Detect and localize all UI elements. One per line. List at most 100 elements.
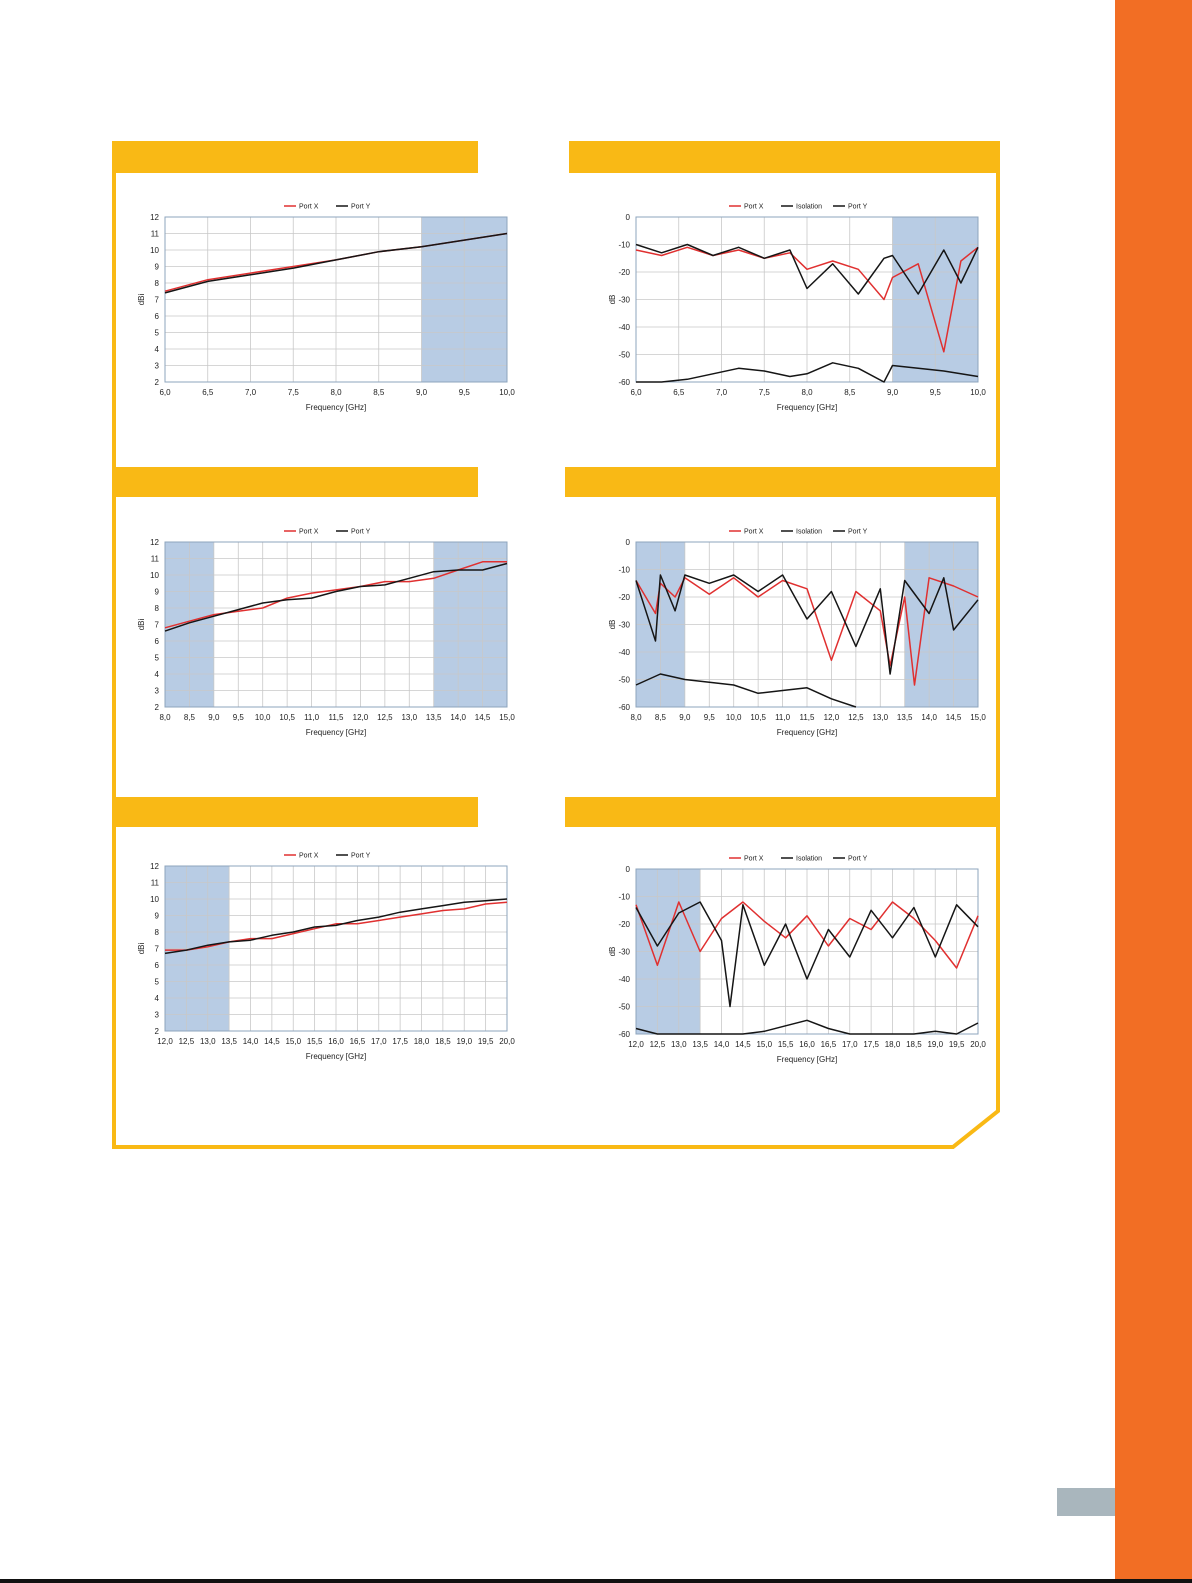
x-tick-label: 9,5 xyxy=(233,713,245,722)
x-tick-label: 14,0 xyxy=(921,713,937,722)
x-tick-label: 9,5 xyxy=(704,713,716,722)
x-tick-label: 11,0 xyxy=(775,713,791,722)
x-axis-label: Frequency [GHz] xyxy=(306,1052,366,1061)
legend-entry: Port X xyxy=(299,853,319,860)
x-tick-label: 12,5 xyxy=(179,1037,195,1046)
x-tick-label: 12,0 xyxy=(353,713,369,722)
x-tick-label: 7,5 xyxy=(759,388,771,397)
x-tick-label: 13,0 xyxy=(671,1040,687,1049)
x-tick-label: 9,0 xyxy=(887,388,899,397)
x-tick-label: 6,0 xyxy=(630,388,642,397)
series-line-port-y xyxy=(164,562,508,632)
y-tick-label: -20 xyxy=(618,920,630,929)
x-tick-label: 16,5 xyxy=(821,1040,837,1049)
x-tick-label: 13,0 xyxy=(872,713,888,722)
series-line-isolation xyxy=(635,1019,979,1035)
y-axis-label: dB xyxy=(608,620,617,630)
x-tick-label: 11,5 xyxy=(329,713,345,722)
plot-border xyxy=(164,541,508,708)
header-band-1 xyxy=(112,141,478,173)
x-tick-label: 10,0 xyxy=(970,388,986,397)
x-tick-label: 10,0 xyxy=(255,713,271,722)
y-tick-label: 0 xyxy=(626,538,631,547)
x-tick-label: 20,0 xyxy=(499,1037,515,1046)
x-tick-label: 16,5 xyxy=(350,1037,366,1046)
y-axis-label: dB xyxy=(608,295,617,305)
x-tick-label: 19,0 xyxy=(456,1037,472,1046)
x-tick-label: 19,5 xyxy=(949,1040,965,1049)
x-tick-label: 12,0 xyxy=(824,713,840,722)
y-tick-label: 3 xyxy=(155,1011,160,1020)
x-axis-label: Frequency [GHz] xyxy=(777,1055,837,1064)
y-tick-label: 4 xyxy=(155,670,160,679)
y-tick-label: 6 xyxy=(155,312,160,321)
y-tick-label: -50 xyxy=(618,1003,630,1012)
y-tick-label: 11 xyxy=(151,879,160,888)
y-tick-label: 8 xyxy=(155,604,160,613)
sidebar-accent-bar xyxy=(1115,0,1192,1583)
y-tick-label: 10 xyxy=(150,571,159,580)
x-tick-label: 18,0 xyxy=(885,1040,901,1049)
y-axis-label: dBi xyxy=(137,293,146,305)
y-tick-label: 0 xyxy=(626,865,631,874)
y-tick-label: 9 xyxy=(155,263,160,272)
legend-entry: Port X xyxy=(299,529,319,536)
x-tick-label: 12,5 xyxy=(377,713,393,722)
page-number-tab xyxy=(1057,1488,1115,1516)
x-tick-label: 13,0 xyxy=(200,1037,216,1046)
x-tick-label: 8,5 xyxy=(844,388,856,397)
x-tick-label: 15,0 xyxy=(499,713,515,722)
y-tick-label: 5 xyxy=(155,978,160,987)
y-tick-label: -50 xyxy=(618,351,630,360)
y-tick-label: 11 xyxy=(151,555,160,564)
legend-entry: Isolation xyxy=(796,204,822,211)
series-line-port-y xyxy=(164,898,508,955)
x-tick-label: 10,5 xyxy=(279,713,295,722)
y-tick-label: -30 xyxy=(618,948,630,957)
legend-entry: Isolation xyxy=(796,856,822,863)
y-tick-label: -30 xyxy=(618,621,630,630)
legend-entry: Port X xyxy=(744,204,764,211)
y-tick-label: 3 xyxy=(155,687,160,696)
y-tick-label: -50 xyxy=(618,676,630,685)
x-tick-label: 17,0 xyxy=(371,1037,387,1046)
plot-border xyxy=(635,868,979,1035)
x-tick-label: 14,0 xyxy=(714,1040,730,1049)
y-tick-label: 8 xyxy=(155,928,160,937)
x-axis-label: Frequency [GHz] xyxy=(306,403,366,412)
x-tick-label: 14,5 xyxy=(475,713,491,722)
x-tick-label: 7,0 xyxy=(245,388,257,397)
header-band-5 xyxy=(112,797,478,827)
y-tick-label: -10 xyxy=(618,241,630,250)
x-axis-label: Frequency [GHz] xyxy=(777,728,837,737)
x-tick-label: 8,0 xyxy=(630,713,642,722)
x-tick-label: 18,5 xyxy=(435,1037,451,1046)
return-loss-chart-6-10: 6,0 6,5 7,0 7,5 8,0 8,5 9,0 9,5 10,0 0 -10 -20 -30 -4… xyxy=(603,196,993,421)
x-tick-label: 8,5 xyxy=(655,713,667,722)
legend-entry: Port X xyxy=(299,204,319,211)
y-tick-label: 0 xyxy=(626,213,631,222)
x-tick-label: 15,5 xyxy=(307,1037,323,1046)
x-tick-label: 15,0 xyxy=(285,1037,301,1046)
x-tick-label: 8,5 xyxy=(373,388,385,397)
header-band-6 xyxy=(565,797,998,827)
x-tick-label: 20,0 xyxy=(970,1040,986,1049)
series-line-port-y xyxy=(635,901,979,1008)
x-tick-label: 8,0 xyxy=(330,388,342,397)
y-tick-label: -20 xyxy=(618,593,630,602)
x-tick-label: 9,0 xyxy=(208,713,220,722)
x-tick-label: 15,0 xyxy=(756,1040,772,1049)
x-tick-label: 16,0 xyxy=(799,1040,815,1049)
y-tick-label: 6 xyxy=(155,961,160,970)
x-tick-label: 12,5 xyxy=(848,713,864,722)
x-tick-label: 7,0 xyxy=(716,388,728,397)
legend-entry: Isolation xyxy=(796,529,822,536)
x-tick-label: 10,0 xyxy=(726,713,742,722)
x-tick-label: 13,5 xyxy=(897,713,913,722)
y-tick-label: 8 xyxy=(155,279,160,288)
return-loss-chart-12-20: 12,0 12,5 13,0 13,5 14,0 14,5 15,0 15,5 16,0 16,5… xyxy=(603,848,993,1073)
y-tick-label: 12 xyxy=(150,213,159,222)
y-tick-label: 2 xyxy=(155,378,160,387)
y-tick-label: 5 xyxy=(155,654,160,663)
